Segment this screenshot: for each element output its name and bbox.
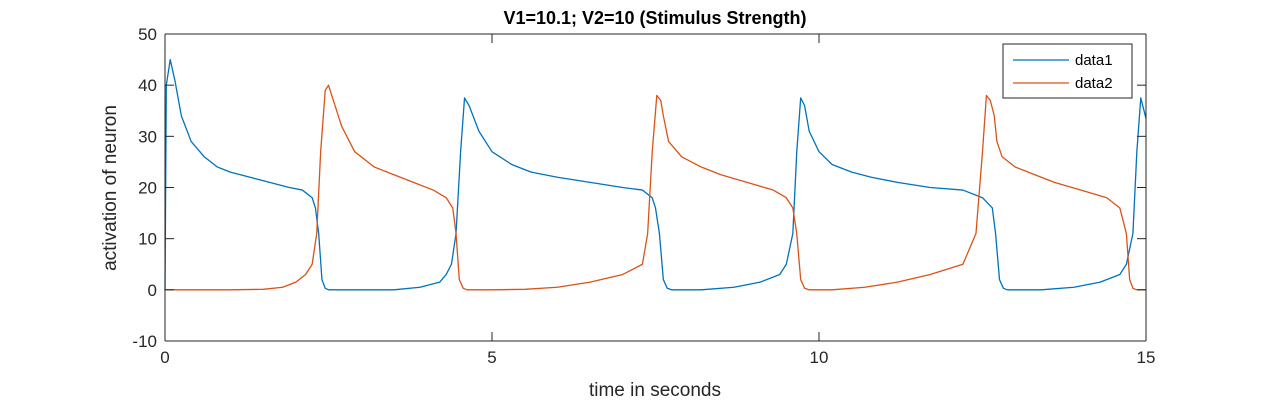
plot-area bbox=[165, 34, 1146, 341]
legend-label-data1: data1 bbox=[1075, 52, 1113, 69]
series-line-data1 bbox=[164, 58, 1147, 291]
y-tick-label: -10 bbox=[132, 332, 157, 351]
legend-box bbox=[1002, 43, 1133, 99]
x-tick-label: 15 bbox=[1137, 348, 1156, 367]
y-tick-label: 0 bbox=[148, 281, 157, 300]
y-axis-label: activation of neuron bbox=[100, 105, 121, 271]
x-tick-label: 0 bbox=[160, 348, 169, 367]
y-tick-label: 20 bbox=[138, 179, 157, 198]
y-tick-label: 40 bbox=[138, 76, 157, 95]
y-tick-label: 50 bbox=[138, 25, 157, 44]
x-tick-label: 5 bbox=[487, 348, 496, 367]
x-tick-label: 10 bbox=[810, 348, 829, 367]
series-line-data2 bbox=[165, 84, 1146, 291]
legend-label-data2: data2 bbox=[1075, 75, 1113, 92]
y-tick-label: 10 bbox=[138, 230, 157, 249]
legend: data1 data2 bbox=[1002, 43, 1133, 99]
x-axis-label: time in seconds bbox=[589, 380, 721, 401]
plot-background bbox=[165, 34, 1146, 341]
series-layer bbox=[164, 58, 1147, 291]
y-tick-label: 30 bbox=[138, 127, 157, 146]
chart-title: V1=10.1; V2=10 (Stimulus Strength) bbox=[503, 8, 806, 28]
